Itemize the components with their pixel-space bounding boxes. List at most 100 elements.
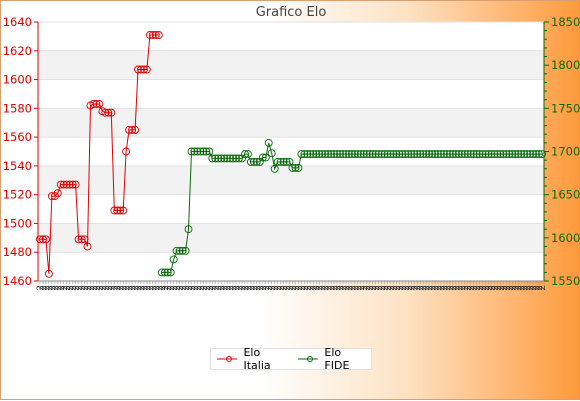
data-point-fide bbox=[496, 150, 505, 159]
data-point-fide bbox=[187, 147, 196, 156]
data-point-italia bbox=[77, 235, 86, 244]
x-tick-label: 2 bbox=[81, 285, 91, 291]
x-tick-label: 2 bbox=[208, 285, 218, 291]
data-point-italia bbox=[101, 108, 110, 117]
x-tick-label: 2 bbox=[78, 285, 88, 291]
x-tick-label: 2 bbox=[158, 285, 168, 291]
x-tick-label: 2 bbox=[256, 285, 266, 291]
x-tick-label: 2 bbox=[461, 285, 471, 291]
x-tick-label: 2 bbox=[54, 285, 64, 291]
grid-band bbox=[38, 50, 544, 80]
data-point-fide bbox=[380, 150, 389, 159]
x-tick-label: 2 bbox=[378, 285, 388, 291]
x-tick-label: 2 bbox=[196, 285, 206, 291]
x-tick-label: 2 bbox=[485, 285, 495, 291]
data-point-fide bbox=[460, 150, 469, 159]
data-point-fide bbox=[475, 150, 484, 159]
y-left-tick-label: 1620 bbox=[3, 44, 32, 58]
data-point-fide bbox=[318, 150, 327, 159]
x-tick-label: 2 bbox=[161, 285, 171, 291]
data-point-italia bbox=[137, 65, 145, 74]
data-point-fide bbox=[267, 149, 276, 158]
data-point-italia bbox=[104, 108, 113, 117]
x-tick-label: 2 bbox=[128, 285, 138, 291]
x-tick-label: 2 bbox=[274, 285, 284, 291]
x-tick-label: 2 bbox=[297, 285, 307, 291]
data-point-fide bbox=[288, 163, 297, 172]
x-tick-label: 2 bbox=[101, 285, 111, 291]
x-tick-label: 2 bbox=[217, 285, 227, 291]
x-tick-label: 2 bbox=[143, 285, 153, 291]
x-tick-label: 2 bbox=[446, 285, 456, 291]
x-tick-label: 2 bbox=[155, 285, 165, 291]
data-point-fide bbox=[160, 268, 169, 277]
x-tick-label: 2 bbox=[473, 285, 483, 291]
series-line-fide bbox=[161, 142, 542, 273]
y-left-tick-label: 1640 bbox=[3, 15, 32, 29]
x-tick-label: 2 bbox=[384, 285, 394, 291]
data-point-fide bbox=[169, 255, 178, 264]
x-tick-label: 2 bbox=[428, 285, 438, 291]
x-tick-label: 2 bbox=[146, 285, 156, 291]
x-tick-label: 2 bbox=[496, 285, 506, 291]
data-point-fide bbox=[401, 150, 410, 159]
x-tick-label: 2 bbox=[211, 285, 221, 291]
data-point-fide bbox=[312, 150, 321, 159]
data-point-fide bbox=[359, 150, 368, 159]
x-tick-label: 2 bbox=[116, 285, 126, 291]
data-point-fide bbox=[431, 150, 440, 159]
data-point-italia bbox=[39, 235, 47, 244]
data-point-fide bbox=[365, 150, 374, 159]
x-tick-label: 2 bbox=[502, 285, 512, 291]
data-point-fide bbox=[413, 150, 422, 159]
x-tick-label: 2 bbox=[45, 285, 55, 291]
data-point-italia bbox=[113, 206, 122, 215]
data-point-fide bbox=[386, 150, 395, 159]
data-point-italia bbox=[80, 235, 89, 244]
series-line-italia bbox=[40, 34, 159, 274]
x-tick-label: 2 bbox=[458, 285, 468, 291]
data-point-italia bbox=[125, 125, 134, 134]
x-tick-label: 2 bbox=[309, 285, 319, 291]
data-point-fide bbox=[246, 157, 255, 166]
x-tick-label: 2 bbox=[452, 285, 462, 291]
x-tick-label: 2 bbox=[348, 285, 358, 291]
legend-item-fide: Elo FIDE bbox=[297, 346, 371, 372]
x-tick-label: 2 bbox=[131, 285, 141, 291]
x-tick-label: 2 bbox=[410, 285, 420, 291]
x-tick-label: 2 bbox=[520, 285, 530, 291]
data-point-fide bbox=[499, 150, 508, 159]
data-point-italia bbox=[56, 180, 65, 189]
x-tick-label: 2 bbox=[125, 285, 135, 291]
data-point-fide bbox=[362, 150, 371, 159]
data-point-fide bbox=[297, 150, 306, 159]
data-point-fide bbox=[437, 150, 445, 159]
x-tick-label: 2 bbox=[185, 285, 195, 291]
data-point-fide bbox=[282, 157, 291, 166]
data-point-fide bbox=[309, 150, 318, 159]
x-tick-label: 2 bbox=[425, 285, 435, 291]
data-point-fide bbox=[457, 150, 466, 159]
data-point-fide bbox=[211, 154, 220, 163]
data-point-italia bbox=[140, 65, 148, 74]
data-point-italia bbox=[142, 65, 151, 74]
data-point-fide bbox=[523, 150, 532, 159]
data-point-fide bbox=[535, 150, 543, 159]
data-point-fide bbox=[241, 150, 249, 159]
data-point-fide bbox=[303, 150, 312, 159]
x-tick-label: 2 bbox=[470, 285, 480, 291]
x-tick-label: 2 bbox=[508, 285, 518, 291]
data-point-fide bbox=[445, 150, 454, 159]
x-tick-label: 2 bbox=[398, 285, 408, 291]
data-point-fide bbox=[392, 150, 401, 159]
data-point-fide bbox=[425, 150, 434, 159]
data-point-italia bbox=[65, 180, 74, 189]
grid-band bbox=[38, 223, 544, 253]
data-point-fide bbox=[440, 150, 448, 159]
data-point-fide bbox=[249, 157, 258, 166]
x-tick-label: 2 bbox=[199, 285, 209, 291]
data-point-fide bbox=[175, 246, 184, 255]
data-point-fide bbox=[520, 150, 529, 159]
data-point-fide bbox=[404, 150, 413, 159]
x-tick-label: 2 bbox=[529, 285, 539, 291]
